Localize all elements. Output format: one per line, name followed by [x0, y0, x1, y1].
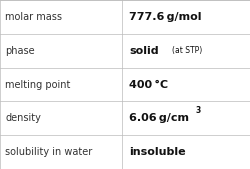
- Text: 400 °C: 400 °C: [129, 79, 168, 90]
- Text: phase: phase: [5, 46, 34, 56]
- Text: density: density: [5, 113, 41, 123]
- Text: 3: 3: [195, 106, 200, 115]
- Text: melting point: melting point: [5, 79, 70, 90]
- Text: insoluble: insoluble: [129, 147, 185, 157]
- Text: solid: solid: [129, 46, 158, 56]
- Text: 777.6 g/mol: 777.6 g/mol: [129, 12, 201, 22]
- Text: (at STP): (at STP): [171, 46, 202, 55]
- Text: solubility in water: solubility in water: [5, 147, 92, 157]
- Text: molar mass: molar mass: [5, 12, 62, 22]
- Text: 6.06 g/cm: 6.06 g/cm: [129, 113, 188, 123]
